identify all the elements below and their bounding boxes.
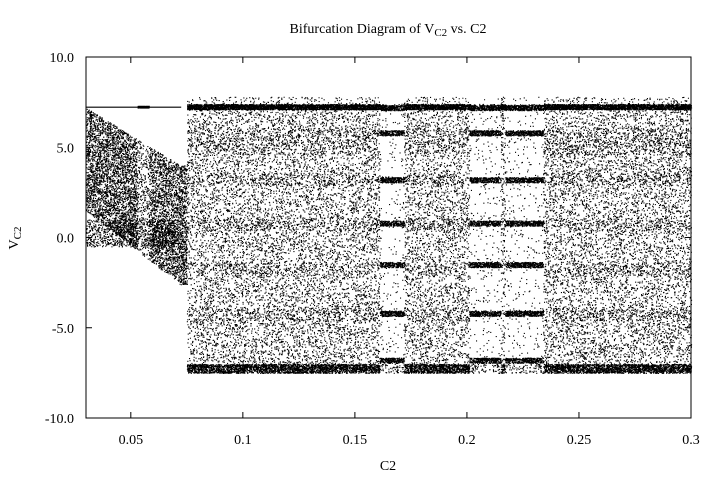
chart-title-subscript: C2 bbox=[434, 27, 447, 39]
y-axis-label-subscript: C2 bbox=[12, 227, 24, 240]
y-axis-label: VC2 bbox=[7, 227, 24, 250]
scatter-point-cloud bbox=[86, 96, 693, 374]
x-axis-label: C2 bbox=[380, 459, 396, 474]
chart-title-suffix: vs. C2 bbox=[447, 22, 486, 37]
y-tick-label: -5.0 bbox=[52, 322, 74, 337]
x-tick-label: 0.15 bbox=[343, 433, 368, 448]
scatter-points bbox=[86, 96, 693, 374]
x-tick-label: 0.05 bbox=[119, 433, 144, 448]
y-tick-label: 5.0 bbox=[57, 141, 75, 156]
chart-title-prefix: Bifurcation Diagram of V bbox=[290, 22, 435, 37]
y-tick-label: -10.0 bbox=[45, 412, 74, 427]
chart-title: Bifurcation Diagram of VC2 vs. C2 bbox=[290, 22, 487, 39]
x-tick-label: 0.1 bbox=[234, 433, 252, 448]
x-tick-label: 0.2 bbox=[458, 433, 476, 448]
x-tick-label: 0.3 bbox=[682, 433, 700, 448]
y-axis-label-main: V bbox=[7, 239, 22, 249]
y-tick-label: 10.0 bbox=[50, 51, 75, 66]
y-tick-label: 0.0 bbox=[57, 232, 75, 247]
axis-ticks: 0.05 0.1 0.15 0.2 0.25 0.3 10.0 5.0 0.0 -5.0 -10.0 bbox=[45, 51, 700, 448]
x-tick-label: 0.25 bbox=[567, 433, 592, 448]
